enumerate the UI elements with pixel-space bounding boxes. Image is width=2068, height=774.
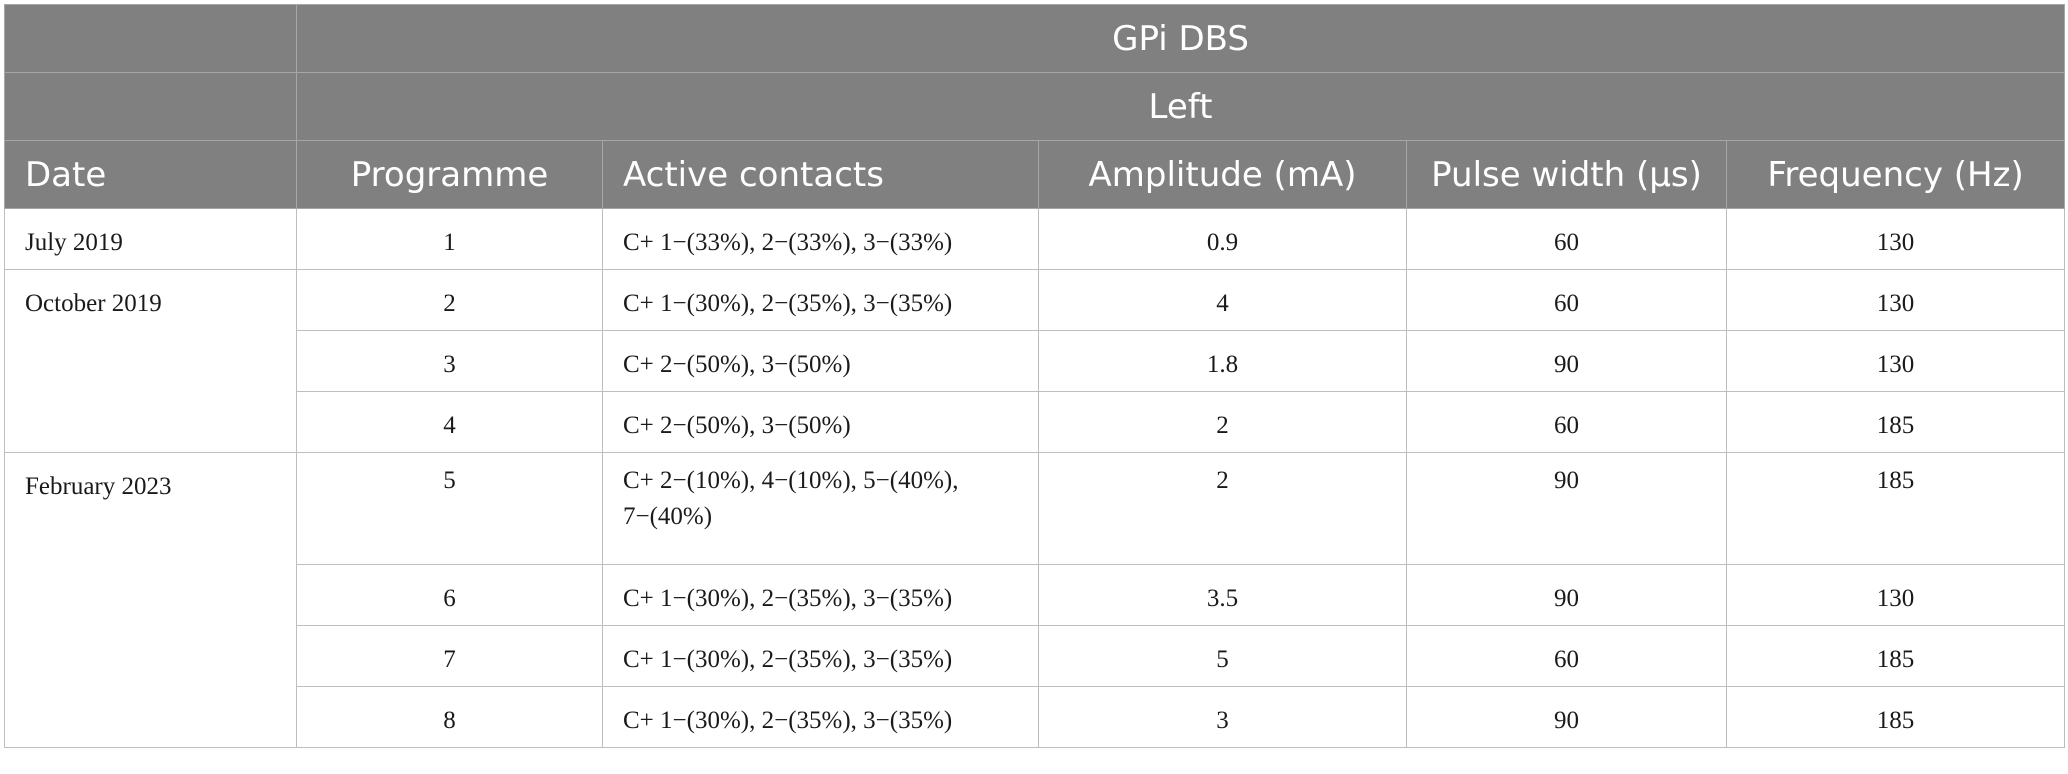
frequency-cell: 130 (1725, 330, 2066, 392)
programme-cell: 4 (296, 391, 603, 453)
group-title: GPi DBS (295, 4, 2066, 73)
table-row: July 2019 1 C+ 1−(33%), 2−(33%), 3−(33%)… (4, 208, 2066, 270)
date-cell: October 2019 (4, 269, 297, 453)
header-blank-cell (4, 72, 297, 141)
table-container: GPi DBS Left Date Programme Active conta… (4, 4, 2066, 748)
header-row-group: GPi DBS (4, 4, 2066, 73)
amplitude-cell: 4 (1038, 269, 1407, 331)
programme-cell: 1 (296, 208, 603, 270)
table-row: 3 C+ 2−(50%), 3−(50%) 1.8 90 130 (5, 330, 2066, 392)
amplitude-cell: 3.5 (1038, 564, 1407, 626)
contacts-cell: C+ 1−(30%), 2−(35%), 3−(35%) (602, 269, 1039, 331)
pulse-width-cell: 90 (1406, 686, 1727, 748)
table-row: February 2023 5 C+ 2−(10%), 4−(10%), 5−(… (4, 452, 2066, 748)
header-row-subgroup: Left (4, 72, 2066, 141)
column-header-date: Date (4, 140, 297, 209)
frequency-cell: 130 (1725, 564, 2066, 626)
frequency-cell: 185 (1725, 391, 2066, 453)
header-blank-cell (4, 4, 297, 73)
programme-cell: 7 (296, 625, 603, 687)
programme-cell: 8 (296, 686, 603, 748)
subgroup-title: Left (295, 72, 2066, 141)
programme-cell: 2 (296, 269, 603, 331)
header-row-columns: Date Programme Active contacts Amplitude… (4, 140, 2066, 209)
column-header-programme: Programme (296, 140, 603, 209)
pulse-width-cell: 60 (1406, 391, 1727, 453)
contacts-cell: C+ 2−(50%), 3−(50%) (602, 391, 1039, 453)
column-header-frequency: Frequency (Hz) (1725, 140, 2066, 209)
programme-cell: 3 (296, 330, 603, 392)
contacts-cell: C+ 2−(10%), 4−(10%), 5−(40%), 7−(40%) (602, 452, 1039, 565)
pulse-width-cell: 90 (1406, 564, 1727, 626)
dbs-settings-table: GPi DBS Left Date Programme Active conta… (4, 4, 2066, 748)
table-row: October 2019 2 C+ 1−(30%), 2−(35%), 3−(3… (4, 269, 2066, 453)
column-header-amplitude: Amplitude (mA) (1038, 140, 1407, 209)
pulse-width-cell: 90 (1406, 330, 1727, 392)
amplitude-cell: 2 (1038, 452, 1407, 565)
amplitude-cell: 2 (1038, 391, 1407, 453)
table-row: 8 C+ 1−(30%), 2−(35%), 3−(35%) 3 90 185 (5, 686, 2066, 748)
table-row: 4 C+ 2−(50%), 3−(50%) 2 60 185 (5, 391, 2066, 453)
table-row: 6 C+ 1−(30%), 2−(35%), 3−(35%) 3.5 90 13… (5, 564, 2066, 626)
pulse-width-cell: 90 (1406, 452, 1727, 565)
column-header-active-contacts: Active contacts (602, 140, 1039, 209)
frequency-cell: 185 (1725, 452, 2066, 565)
frequency-cell: 130 (1725, 208, 2066, 270)
programme-cell: 6 (296, 564, 603, 626)
contacts-cell: C+ 1−(33%), 2−(33%), 3−(33%) (602, 208, 1039, 270)
amplitude-cell: 3 (1038, 686, 1407, 748)
pulse-width-cell: 60 (1406, 625, 1727, 687)
amplitude-cell: 0.9 (1038, 208, 1407, 270)
pulse-width-cell: 60 (1406, 269, 1727, 331)
date-cell: July 2019 (4, 208, 297, 270)
contacts-cell: C+ 1−(30%), 2−(35%), 3−(35%) (602, 564, 1039, 626)
frequency-cell: 130 (1725, 269, 2066, 331)
amplitude-cell: 1.8 (1038, 330, 1407, 392)
frequency-cell: 185 (1725, 625, 2066, 687)
contacts-cell: C+ 1−(30%), 2−(35%), 3−(35%) (602, 686, 1039, 748)
column-header-pulse-width: Pulse width (µs) (1406, 140, 1727, 209)
contacts-cell: C+ 2−(50%), 3−(50%) (602, 330, 1039, 392)
table-row: 7 C+ 1−(30%), 2−(35%), 3−(35%) 5 60 185 (5, 625, 2066, 687)
contacts-cell: C+ 1−(30%), 2−(35%), 3−(35%) (602, 625, 1039, 687)
programme-cell: 5 (296, 452, 603, 565)
pulse-width-cell: 60 (1406, 208, 1727, 270)
frequency-cell: 185 (1725, 686, 2066, 748)
amplitude-cell: 5 (1038, 625, 1407, 687)
date-cell: February 2023 (4, 452, 297, 748)
